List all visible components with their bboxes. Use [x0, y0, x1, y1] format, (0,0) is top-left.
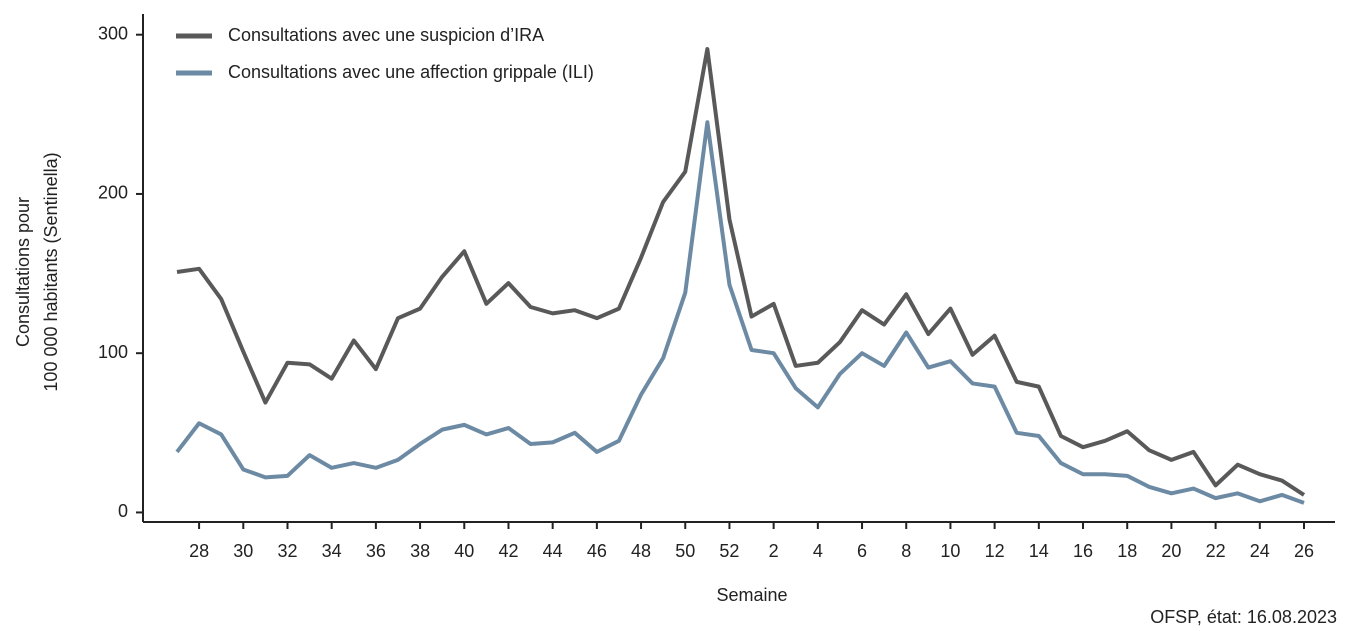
y-tick-label: 100	[98, 342, 128, 362]
x-tick-label: 30	[233, 541, 253, 561]
line	[175, 120, 1305, 505]
x-tick-label: 32	[277, 541, 297, 561]
x-tick-label: 10	[940, 541, 960, 561]
x-tick-label: 34	[322, 541, 342, 561]
x-tick-label: 18	[1117, 541, 1137, 561]
y-axis-label: Consultations pour	[13, 197, 33, 347]
x-tick-label: 26	[1294, 541, 1314, 561]
x-tick-label: 42	[498, 541, 518, 561]
x-tick-label: 48	[631, 541, 651, 561]
x-tick-label: 28	[189, 541, 209, 561]
legend-label: Consultations avec une suspicion d’IRA	[228, 25, 544, 45]
x-tick-label: 12	[985, 541, 1005, 561]
y-tick-label: 300	[98, 23, 128, 43]
y-tick-label: 0	[118, 501, 128, 521]
x-tick-label: 2	[769, 541, 779, 561]
x-tick-label: 20	[1161, 541, 1181, 561]
x-tick-label: 24	[1250, 541, 1270, 561]
x-tick-label: 40	[454, 541, 474, 561]
y-axis-label: 100 000 habitants (Sentinella)	[41, 152, 61, 391]
x-tick-label: 44	[543, 541, 563, 561]
x-tick-label: 8	[901, 541, 911, 561]
y-tick-label: 200	[98, 183, 128, 203]
x-tick-label: 50	[675, 541, 695, 561]
line	[176, 47, 1306, 497]
legend-label: Consultations avec une affection grippal…	[228, 62, 594, 82]
x-tick-label: 38	[410, 541, 430, 561]
source: OFSP, état: 16.08.2023	[1150, 607, 1337, 627]
x-tick-label: 46	[587, 541, 607, 561]
x-tick-label: 4	[813, 541, 823, 561]
x-tick-label: 16	[1073, 541, 1093, 561]
x-axis-label: Semaine	[716, 585, 787, 605]
x-tick-label: 22	[1206, 541, 1226, 561]
x-tick-label: 36	[366, 541, 386, 561]
x-tick-label: 14	[1029, 541, 1049, 561]
x-tick-label: 52	[719, 541, 739, 561]
x-tick-label: 6	[857, 541, 867, 561]
